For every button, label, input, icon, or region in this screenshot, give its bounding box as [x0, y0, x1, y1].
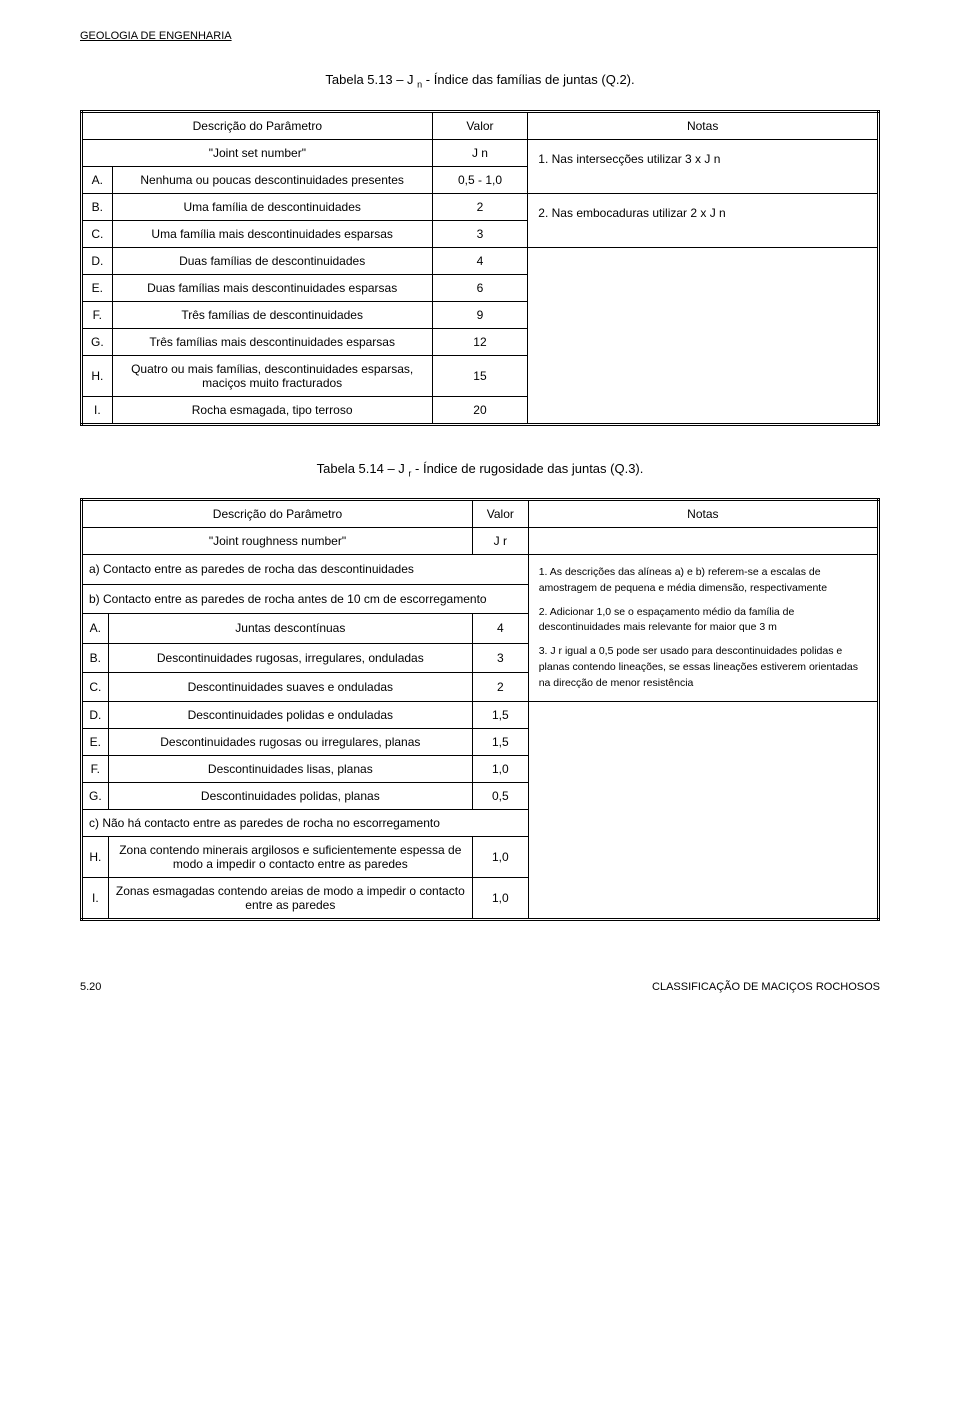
row-val: 2: [472, 672, 528, 702]
row-val: 0,5: [472, 783, 528, 810]
table-jr-index: Descrição do Parâmetro Valor Notas "Join…: [80, 498, 880, 921]
row-desc: Descontinuidades rugosas, irregulares, o…: [108, 643, 472, 672]
table2-caption: Tabela 5.14 – J r - Índice de rugosidade…: [80, 461, 880, 479]
title-cell: "Joint roughness number": [82, 528, 473, 555]
row-label: H.: [82, 837, 109, 878]
row-label: E.: [82, 274, 113, 301]
note-line: 2. Nas embocaduras utilizar 2 x J n: [538, 204, 867, 223]
notes-cell: 2. Nas embocaduras utilizar 2 x J n: [528, 193, 879, 247]
notes-cell: 1. As descrições das alíneas a) e b) ref…: [528, 555, 878, 702]
table-row: "Joint set number" J n 1. Nas intersecçõ…: [82, 139, 879, 166]
col-header-desc: Descrição do Parâmetro: [82, 111, 433, 139]
row-desc: Uma família de descontinuidades: [112, 193, 432, 220]
row-desc: Uma família mais descontinuidades espars…: [112, 220, 432, 247]
row-val: 1,0: [472, 756, 528, 783]
row-val: 15: [432, 355, 528, 396]
note-line: 3. J r igual a 0,5 pode ser usado para d…: [539, 644, 867, 691]
row-label: G.: [82, 783, 109, 810]
table-row: D. Descontinuidades polidas e onduladas …: [82, 702, 879, 729]
footer-section-title: CLASSIFICAÇÃO DE MACIÇOS ROCHOSOS: [652, 981, 880, 993]
row-desc: Descontinuidades rugosas ou irregulares,…: [108, 729, 472, 756]
row-val: 3: [432, 220, 528, 247]
section-text: b) Contacto entre as paredes de rocha an…: [82, 584, 529, 613]
table-header-row: Descrição do Parâmetro Valor Notas: [82, 111, 879, 139]
row-val: 0,5 - 1,0: [432, 166, 528, 193]
row-desc: Quatro ou mais famílias, descontinuidade…: [112, 355, 432, 396]
col-header-val: Valor: [432, 111, 528, 139]
row-desc: Descontinuidades lisas, planas: [108, 756, 472, 783]
row-label: D.: [82, 247, 113, 274]
table-row: D. Duas famílias de descontinuidades 4: [82, 247, 879, 274]
table-jn-index: Descrição do Parâmetro Valor Notas "Join…: [80, 110, 880, 426]
row-desc: Três famílias mais descontinuidades espa…: [112, 328, 432, 355]
section-text: c) Não há contacto entre as paredes de r…: [82, 810, 529, 837]
row-val: 12: [432, 328, 528, 355]
row-val: 6: [432, 274, 528, 301]
title-val: J r: [472, 528, 528, 555]
row-val: 1,5: [472, 702, 528, 729]
row-val: 20: [432, 396, 528, 424]
table-header-row: Descrição do Parâmetro Valor Notas: [82, 500, 879, 528]
row-desc: Descontinuidades polidas e onduladas: [108, 702, 472, 729]
table-row: B. Uma família de descontinuidades 2 2. …: [82, 193, 879, 220]
row-val: 1,5: [472, 729, 528, 756]
title-val: J n: [432, 139, 528, 166]
footer-page-number: 5.20: [80, 981, 101, 993]
row-val: 1,0: [472, 837, 528, 878]
table1-caption: Tabela 5.13 – J n - Índice das famílias …: [80, 72, 880, 90]
row-label: G.: [82, 328, 113, 355]
table-row: "Joint roughness number" J r: [82, 528, 879, 555]
row-val: 4: [472, 614, 528, 643]
col-header-notes: Notas: [528, 111, 879, 139]
notes-cell: 1. Nas intersecções utilizar 3 x J n: [528, 139, 879, 193]
page-footer: 5.20 CLASSIFICAÇÃO DE MACIÇOS ROCHOSOS: [80, 981, 880, 993]
note-line: 1. As descrições das alíneas a) e b) ref…: [539, 565, 867, 597]
row-desc: Duas famílias mais descontinuidades espa…: [112, 274, 432, 301]
row-label: C.: [82, 220, 113, 247]
page-container: GEOLOGIA DE ENGENHARIA Tabela 5.13 – J n…: [40, 0, 920, 1033]
col-header-val: Valor: [472, 500, 528, 528]
row-label: C.: [82, 672, 109, 702]
notes-empty: [528, 528, 878, 555]
row-label: B.: [82, 193, 113, 220]
row-val: 1,0: [472, 878, 528, 920]
row-label: A.: [82, 166, 113, 193]
row-desc: Duas famílias de descontinuidades: [112, 247, 432, 274]
title-cell: "Joint set number": [82, 139, 433, 166]
row-label: D.: [82, 702, 109, 729]
note-line: 1. Nas intersecções utilizar 3 x J n: [538, 150, 867, 169]
note-line: 2. Adicionar 1,0 se o espaçamento médio …: [539, 605, 867, 637]
notes-empty: [528, 247, 879, 424]
row-desc: Nenhuma ou poucas descontinuidades prese…: [112, 166, 432, 193]
row-label: I.: [82, 878, 109, 920]
caption-text: Tabela 5.14 – J: [317, 461, 409, 476]
row-val: 3: [472, 643, 528, 672]
row-desc: Três famílias de descontinuidades: [112, 301, 432, 328]
row-label: F.: [82, 301, 113, 328]
col-header-desc: Descrição do Parâmetro: [82, 500, 473, 528]
row-desc: Descontinuidades suaves e onduladas: [108, 672, 472, 702]
caption-text: - Índice das famílias de juntas (Q.2).: [422, 72, 634, 87]
section-row: a) Contacto entre as paredes de rocha da…: [82, 555, 879, 584]
row-desc: Juntas descontínuas: [108, 614, 472, 643]
row-label: B.: [82, 643, 109, 672]
notes-empty: [528, 702, 878, 920]
row-desc: Zona contendo minerais argilosos e sufic…: [108, 837, 472, 878]
row-label: H.: [82, 355, 113, 396]
row-val: 4: [432, 247, 528, 274]
row-desc: Rocha esmagada, tipo terroso: [112, 396, 432, 424]
row-val: 2: [432, 193, 528, 220]
caption-text: Tabela 5.13 – J: [325, 72, 417, 87]
row-val: 9: [432, 301, 528, 328]
col-header-notes: Notas: [528, 500, 878, 528]
section-text: a) Contacto entre as paredes de rocha da…: [82, 555, 529, 584]
row-desc: Zonas esmagadas contendo areias de modo …: [108, 878, 472, 920]
row-label: F.: [82, 756, 109, 783]
document-header: GEOLOGIA DE ENGENHARIA: [80, 30, 880, 42]
row-desc: Descontinuidades polidas, planas: [108, 783, 472, 810]
row-label: E.: [82, 729, 109, 756]
row-label: A.: [82, 614, 109, 643]
caption-text: - Índice de rugosidade das juntas (Q.3).: [411, 461, 643, 476]
row-label: I.: [82, 396, 113, 424]
